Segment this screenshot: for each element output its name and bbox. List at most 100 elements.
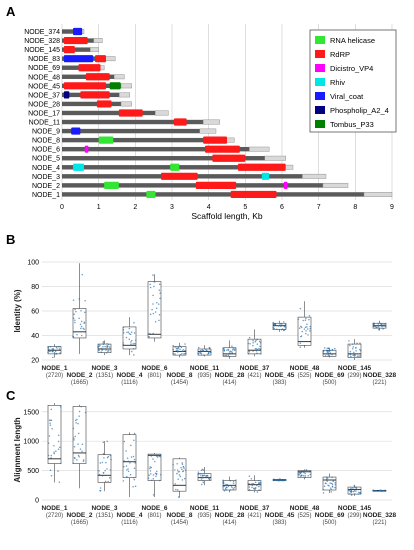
alignment-jitter-point: [47, 454, 50, 457]
identity-jitter-point: [55, 353, 57, 355]
identity-category-count: (500): [322, 380, 336, 386]
alignment-jitter-point: [181, 468, 183, 471]
identity-jitter-point: [179, 353, 182, 356]
panel-letter-c: C: [6, 388, 16, 403]
identity-jitter-point: [234, 348, 236, 350]
scaffold-bar: [62, 101, 132, 107]
identity-jitter-point: [149, 286, 152, 289]
alignment-jitter-point: [258, 485, 260, 488]
alignment-jitter-point: [224, 487, 227, 490]
identity-jitter-point: [373, 325, 375, 328]
alignment-jitter-point: [303, 471, 305, 474]
identity-jitter-point: [301, 330, 304, 333]
alignment-jitter-point: [231, 486, 233, 489]
identity-category-count: (1116): [121, 380, 137, 386]
panel-letter-b: B: [6, 232, 15, 247]
alignment-jitter-point: [258, 489, 260, 491]
identity-y-tick-label: 20: [31, 358, 39, 365]
identity-jitter-point: [130, 331, 133, 333]
identity-jitter-point: [73, 313, 75, 315]
alignment-jitter-point: [331, 486, 334, 488]
identity-y-axis-title: Identity (%): [13, 289, 22, 332]
alignment-jitter-point: [77, 432, 80, 435]
identity-category-count: (801): [147, 373, 161, 379]
alignment-jitter-point: [376, 490, 378, 492]
alignment-plot-area: [42, 400, 392, 500]
identity-jitter-point: [132, 343, 134, 345]
alignment-jitter-point: [202, 479, 204, 482]
alignment-jitter-point: [129, 462, 131, 464]
identity-category-count: (299): [347, 373, 361, 379]
alignment-jitter-point: [154, 460, 156, 463]
alignment-jitter-point: [102, 453, 105, 455]
identity-jitter-point: [323, 349, 325, 352]
identity-jitter-point: [227, 354, 230, 357]
alignment-box: [97, 454, 112, 483]
alignment-jitter-point: [83, 459, 85, 461]
identity-category-count: (221): [372, 380, 386, 386]
identity-jitter-point: [149, 283, 151, 286]
alignment-jitter-point: [256, 484, 258, 487]
identity-jitter-point: [299, 342, 302, 344]
identity-jitter-point: [274, 323, 277, 326]
identity-jitter-point: [72, 317, 75, 319]
alignment-jitter-point: [76, 418, 78, 421]
alignment-jitter-point: [275, 479, 278, 482]
alignment-jitter-point: [50, 454, 52, 457]
alignment-jitter-point: [149, 467, 151, 470]
alignment-jitter-point: [225, 483, 227, 486]
identity-jitter-point: [305, 332, 307, 335]
legend-label: Tombus_P33: [330, 120, 374, 129]
panel-a-x-tick-label: 2: [133, 204, 137, 211]
alignment-jitter-point: [48, 419, 51, 422]
alignment-category-label: NODE_4: [116, 512, 142, 519]
alignment-category-count: (221): [372, 520, 386, 526]
identity-jitter-point: [384, 325, 387, 328]
alignment-jitter-point: [197, 471, 200, 473]
scaffold-terminal-segment: [119, 92, 131, 98]
alignment-jitter-point: [331, 476, 333, 479]
alignment-jitter-point: [374, 489, 376, 492]
identity-jitter-point: [176, 347, 179, 349]
identity-jitter-point: [254, 340, 257, 343]
alignment-jitter-point: [200, 478, 203, 480]
panel-a-genome-map: 0 1 2 3 4 5 6 7 8 9 Scaffold length, Kb NODE_374 NOD…: [24, 24, 397, 221]
identity-jitter-point: [350, 355, 352, 358]
identity-jitter-point: [80, 325, 83, 328]
alignment-jitter-point: [205, 476, 207, 478]
identity-box: [72, 308, 87, 339]
alignment-jitter-point: [107, 480, 109, 483]
alignment-box: [47, 404, 62, 464]
identity-category-label: NODE_45: [265, 372, 295, 379]
alignment-category-count: (801): [147, 513, 161, 519]
identity-jitter-point: [231, 349, 234, 351]
identity-jitter-point: [328, 355, 331, 357]
alignment-jitter-point: [256, 491, 259, 493]
alignment-jitter-point: [110, 458, 112, 461]
identity-jitter-point: [273, 323, 275, 326]
alignment-jitter-point: [181, 479, 184, 481]
alignment-category-label: NODE_11: [190, 505, 220, 512]
alignment-jitter-point: [103, 457, 105, 459]
identity-category-label: NODE_69: [315, 372, 345, 379]
identity-jitter-point: [207, 353, 209, 355]
domain-viral-coat: [73, 27, 83, 36]
identity-jitter-point: [158, 289, 161, 291]
identity-jitter-point: [305, 317, 307, 320]
identity-jitter-point: [158, 319, 160, 322]
identity-category-label: NODE_328: [363, 372, 397, 379]
identity-jitter-point: [184, 349, 186, 352]
alignment-jitter-point: [359, 492, 361, 495]
alignment-jitter-point: [175, 488, 177, 491]
alignment-category-label: NODE_1: [41, 505, 67, 512]
identity-jitter-point: [102, 342, 104, 344]
identity-category-count: (1351): [96, 373, 113, 379]
alignment-jitter-point: [178, 470, 181, 473]
alignment-jitter-point: [57, 440, 60, 443]
alignment-jitter-point: [176, 489, 179, 491]
alignment-jitter-point: [200, 469, 203, 472]
identity-box: [272, 322, 287, 330]
identity-jitter-point: [324, 347, 326, 349]
alignment-category-label: NODE_48: [290, 505, 320, 512]
alignment-jitter-point: [280, 479, 283, 482]
